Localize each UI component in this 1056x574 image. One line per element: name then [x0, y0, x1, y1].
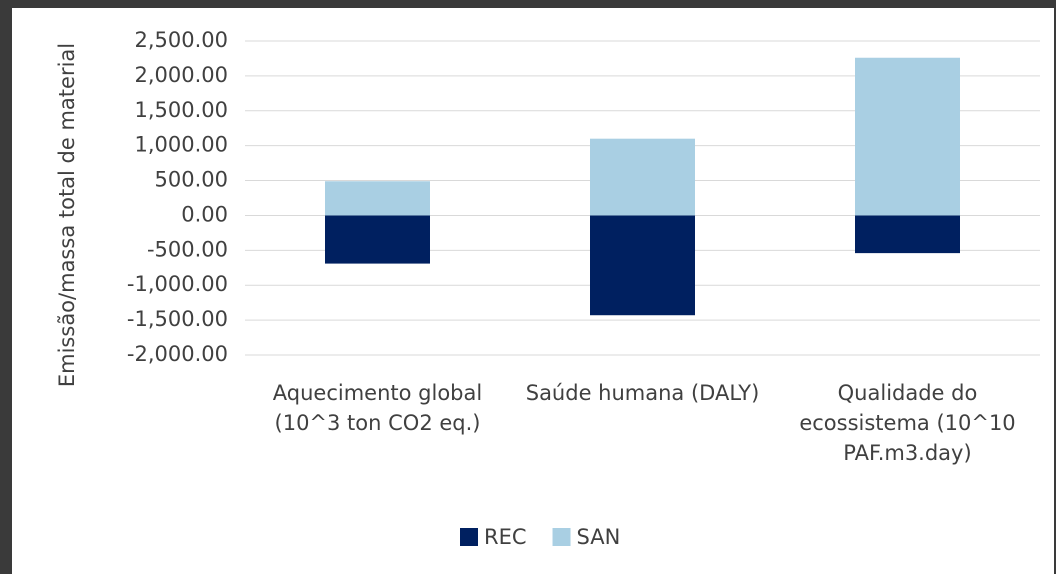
y-tick-label: -2,000.00	[127, 342, 228, 366]
y-tick-label: 500.00	[155, 168, 228, 192]
legend-label: REC	[484, 525, 527, 549]
bar	[325, 215, 430, 264]
y-tick-label: 2,500.00	[134, 28, 228, 52]
legend-swatch	[460, 528, 478, 546]
legend-label: SAN	[577, 525, 621, 549]
x-tick-label: Saúde humana (DALY)	[525, 381, 760, 405]
y-tick-label: 1,500.00	[134, 98, 228, 122]
y-tick-label: 1,000.00	[134, 133, 228, 157]
bar	[855, 215, 960, 254]
y-tick-label: -1,000.00	[127, 272, 228, 296]
legend-swatch	[552, 528, 571, 546]
x-tick-label: Aquecimento global (10^3 ton CO2 eq.)	[272, 381, 483, 435]
y-axis-label: Emissão/massa total de material	[55, 43, 79, 387]
bar	[590, 138, 695, 216]
y-tick-label: -1,500.00	[127, 307, 228, 331]
y-tick-label: 2,000.00	[134, 63, 228, 87]
y-tick-label: 0.00	[181, 202, 228, 226]
bar	[325, 181, 430, 216]
x-tick-label: Qualidade do ecossistema (10^10 PAF.m3.d…	[799, 381, 1016, 465]
bar	[590, 215, 695, 316]
bar	[855, 57, 960, 216]
y-tick-label: -500.00	[147, 237, 228, 261]
